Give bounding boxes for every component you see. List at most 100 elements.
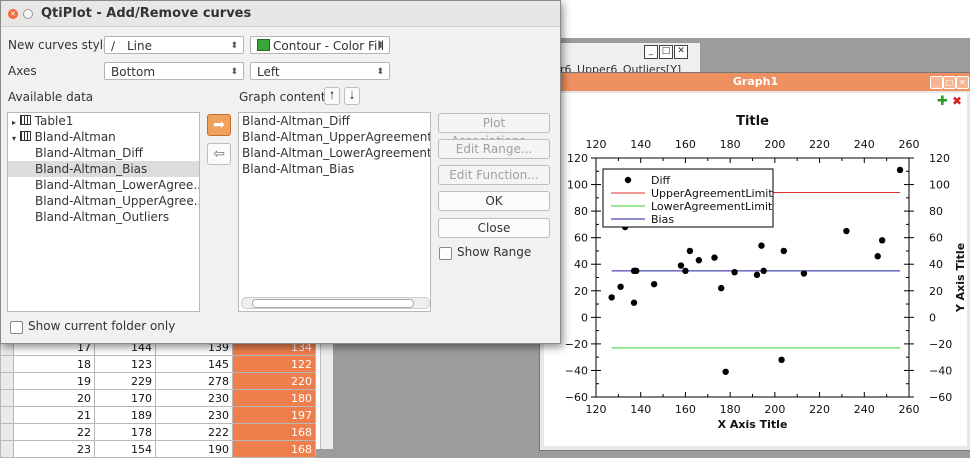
close-icon[interactable]: × xyxy=(8,9,18,19)
list-item[interactable]: Bland-Altman_UpperAgreementLim xyxy=(242,130,430,144)
table-cell[interactable]: 20 xyxy=(13,389,95,407)
show-range-checkbox[interactable] xyxy=(439,247,452,260)
list-item[interactable]: Bland-Altman_LowerAgreementLim xyxy=(242,146,430,160)
arrow-down-icon[interactable]: 🠓 xyxy=(344,87,360,105)
x-axis-select[interactable]: Bottom ⬍ xyxy=(104,62,244,80)
curve-style-select[interactable]: ∕ Line ⬍ xyxy=(104,36,244,54)
maximize-icon[interactable]: □ xyxy=(943,76,956,89)
plot-associations-button[interactable]: Plot Associations... xyxy=(438,113,550,148)
list-item[interactable]: Bland-Altman_Outliers xyxy=(35,210,170,224)
vertical-scrollbar[interactable] xyxy=(320,336,333,449)
table-cell[interactable]: 230 xyxy=(155,406,233,424)
arrow-right-icon[interactable]: ➡ xyxy=(207,114,231,136)
table-cell[interactable]: 145 xyxy=(155,355,233,373)
row-marker[interactable] xyxy=(0,440,14,458)
line-style-icon: ∕ xyxy=(111,39,116,53)
y-tick-label: 100 xyxy=(567,179,588,192)
list-item[interactable]: Bland-Altman_Diff xyxy=(35,146,143,160)
table-row[interactable]: 21 189 230 197 xyxy=(0,406,316,424)
horizontal-scrollbar[interactable] xyxy=(241,297,430,309)
table-cell[interactable]: 168 xyxy=(232,423,316,441)
list-item-selected[interactable]: Bland-Altman_Bias xyxy=(8,161,199,177)
row-marker[interactable] xyxy=(0,406,14,424)
row-marker[interactable] xyxy=(0,355,14,373)
table-row[interactable]: 19 229 278 220 xyxy=(0,372,316,390)
table-cell[interactable]: 21 xyxy=(13,406,95,424)
spreadsheet[interactable]: 17 144 139 134 18 123 145 122 19 229 278 220 20 170 23… xyxy=(0,330,321,458)
scrollbar-thumb[interactable] xyxy=(252,299,414,308)
row-marker[interactable] xyxy=(0,423,14,441)
table-row[interactable]: 23 154 190 168 xyxy=(0,440,316,458)
table-cell[interactable]: 180 xyxy=(232,389,316,407)
table-cell[interactable]: 222 xyxy=(155,423,233,441)
list-item-label: Table1 xyxy=(34,114,74,128)
x-tick-label-top: 180 xyxy=(720,138,741,151)
close-icon[interactable]: ✕ xyxy=(956,76,969,89)
list-item[interactable]: Bland-Altman_Diff xyxy=(242,114,350,128)
table-cell[interactable]: 170 xyxy=(94,389,156,407)
table-cell[interactable]: 278 xyxy=(155,372,233,390)
legend-label: Bias xyxy=(651,213,674,226)
minimize-icon[interactable]: _ xyxy=(930,76,943,89)
table-cell[interactable]: 168 xyxy=(232,440,316,458)
table-cell[interactable]: 197 xyxy=(232,406,316,424)
minimize-icon[interactable]: _ xyxy=(644,45,658,59)
table-cell[interactable]: 122 xyxy=(232,355,316,373)
y-tick-label-right: 20 xyxy=(929,285,943,298)
edit-range-button[interactable]: Edit Range... xyxy=(438,139,550,159)
collapse-icon[interactable]: ▾ xyxy=(12,134,17,143)
x-tick-label-top: 260 xyxy=(899,138,920,151)
contour-select[interactable]: Contour - Color Fill ⬍ xyxy=(250,36,390,54)
table-cell[interactable]: 154 xyxy=(94,440,156,458)
row-marker[interactable] xyxy=(0,372,14,390)
minimize-icon[interactable] xyxy=(23,9,33,19)
table-cell[interactable]: 190 xyxy=(155,440,233,458)
table-window[interactable]: _ □ ✕ r6_Upper6_Outliers[Y] xyxy=(559,42,701,76)
list-item[interactable]: Bland-Altman_UpperAgree... xyxy=(35,194,200,208)
close-button[interactable]: Close xyxy=(438,218,550,238)
x-tick-label: 120 xyxy=(586,403,607,416)
y-tick-label-right: −40 xyxy=(929,364,952,377)
row-marker[interactable] xyxy=(0,389,14,407)
list-item[interactable]: Bland-Altman_Bias xyxy=(242,162,355,176)
table-cell[interactable]: 22 xyxy=(13,423,95,441)
x-tick-label: 220 xyxy=(809,403,830,416)
y-tick-label: 0 xyxy=(581,311,588,324)
table-cell[interactable]: 18 xyxy=(13,355,95,373)
table-cell[interactable]: 220 xyxy=(232,372,316,390)
scatter-plot[interactable]: ✚ ✖Title120120140140160160180180200200220… xyxy=(544,93,967,446)
table-cell[interactable]: 189 xyxy=(94,406,156,424)
graph-canvas[interactable]: ✚ ✖ Title 120 120 140 140 160 160 180 180 200 200 220… xyxy=(544,93,967,446)
graph-window[interactable]: Graph1 _ □ ✕ ✚ ✖ Title 120 120 140 140 160 160 18… xyxy=(539,72,970,451)
table-cell[interactable]: 23 xyxy=(13,440,95,458)
close-icon[interactable]: ✕ xyxy=(674,45,688,59)
table-cell[interactable]: 19 xyxy=(13,372,95,390)
y-tick-label: −20 xyxy=(565,338,588,351)
arrow-up-icon[interactable]: 🠑 xyxy=(324,87,340,105)
table-row[interactable]: 18 123 145 122 xyxy=(0,355,316,373)
graph-contents-list[interactable]: Bland-Altman_Diff Bland-Altman_UpperAgre… xyxy=(238,112,431,312)
arrow-left-icon[interactable]: ⇦ xyxy=(207,143,231,165)
y-tick-label-right: 120 xyxy=(929,152,950,165)
list-item[interactable]: Bland-Altman_LowerAgree... xyxy=(35,178,200,192)
table-cell[interactable]: 123 xyxy=(94,355,156,373)
y-tick-label-right: 40 xyxy=(929,258,943,271)
expand-icon[interactable]: ▸ xyxy=(12,118,17,127)
maximize-icon[interactable]: □ xyxy=(659,45,673,59)
data-point xyxy=(677,262,685,269)
ok-button[interactable]: OK xyxy=(438,191,550,211)
x-tick-label: 140 xyxy=(630,403,651,416)
table-icon xyxy=(19,115,31,125)
list-item[interactable]: ▾ Bland-Altman xyxy=(8,129,199,145)
data-point xyxy=(711,254,718,261)
table-cell[interactable]: 229 xyxy=(94,372,156,390)
table-cell[interactable]: 230 xyxy=(155,389,233,407)
table-row[interactable]: 20 170 230 180 xyxy=(0,389,316,407)
list-item[interactable]: ▸ Table1 xyxy=(8,113,199,129)
y-axis-select[interactable]: Left ⬍ xyxy=(250,62,390,80)
available-data-list[interactable]: ▸ Table1 ▾ Bland-Altman Bland-Altman_Dif… xyxy=(7,112,200,312)
table-row[interactable]: 22 178 222 168 xyxy=(0,423,316,441)
table-cell[interactable]: 178 xyxy=(94,423,156,441)
show-current-folder-checkbox[interactable] xyxy=(10,321,23,334)
edit-function-button[interactable]: Edit Function... xyxy=(438,165,550,185)
